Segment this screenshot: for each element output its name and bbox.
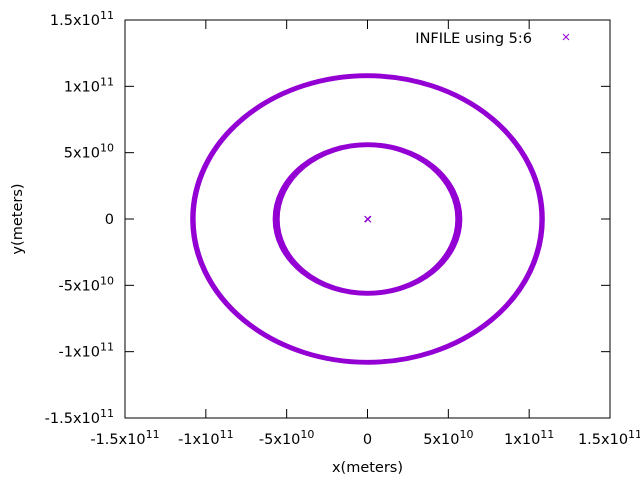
x-tick-mantissa: -5x10: [259, 432, 301, 448]
x-tick-exponent: 11: [540, 428, 554, 441]
x-tick-label: 1x1011: [504, 428, 554, 448]
x-tick-labels: -1.5x1011 -1x1011 -5x1010 0 5x1010 1x1011 1.5x…: [90, 428, 640, 448]
y-tick-label: 1.5x1011: [50, 9, 114, 29]
y-tick-exponent: 11: [100, 407, 114, 420]
x-tick-exponent: 10: [459, 428, 473, 441]
x-tick-label: 1.5x1011: [578, 428, 640, 448]
x-tick-label: 5x1010: [423, 428, 473, 448]
central-point: [364, 215, 372, 223]
y-tick-mantissa: -1.5x10: [45, 411, 100, 427]
y-tick-label: -1.5x1011: [45, 407, 114, 427]
y-tick-label: -5x1010: [59, 274, 115, 294]
y-tick-mantissa: -5x10: [59, 278, 101, 294]
x-tick-exponent: 10: [300, 428, 314, 441]
y-tick-label: 5x1010: [64, 142, 114, 162]
y-axis-label: y(meters): [10, 183, 26, 254]
x-tick-label: -1.5x1011: [90, 428, 159, 448]
legend-cross: [562, 33, 570, 41]
y-tick-exponent: 11: [100, 75, 114, 88]
x-tick-label: 0: [363, 432, 372, 448]
y-tick-mantissa: 1.5x10: [50, 13, 100, 29]
x-tick-mantissa: -1.5x10: [90, 432, 145, 448]
y-tick-label: 1x1011: [64, 75, 114, 95]
y-tick-mantissa: 0: [105, 212, 114, 228]
x-tick-mantissa: 5x10: [423, 432, 459, 448]
x-tick-mantissa: -1x10: [178, 432, 220, 448]
legend: INFILE using 5:6: [415, 31, 570, 47]
x-tick-exponent: 11: [146, 428, 160, 441]
orbit-1: [190, 73, 545, 365]
y-tick-exponent: 11: [100, 341, 114, 354]
legend-entry-label: INFILE using 5:6: [415, 31, 532, 47]
x-tick-exponent: 11: [220, 428, 234, 441]
y-tick-exponent: 10: [100, 142, 114, 155]
x-tick-label: -1x1011: [178, 428, 234, 448]
y-tick-mantissa: 5x10: [64, 146, 100, 162]
x-tick-label: -5x1010: [259, 428, 315, 448]
y-tick-exponent: 10: [100, 274, 114, 287]
y-tick-labels: 1.5x10111x10115x10100-5x1010-1x1011-1.5x…: [45, 9, 114, 427]
y-tick-mantissa: -1x10: [59, 345, 101, 361]
y-tick-label: -1x1011: [59, 341, 115, 361]
central-body-points: [364, 215, 372, 223]
legend-marker: [562, 33, 570, 41]
x-tick-mantissa: 0: [363, 432, 372, 448]
plot-frame: [124, 19, 611, 419]
x-tick-mantissa: 1.5x10: [578, 432, 628, 448]
y-tick-exponent: 11: [100, 9, 114, 22]
x-tick-exponent: 11: [628, 428, 640, 441]
orbit-2: [272, 142, 463, 296]
orbit-track: [190, 73, 545, 365]
y-tick-mantissa: 1x10: [64, 79, 100, 95]
y-tick-label: 0: [105, 212, 114, 228]
x-axis-label: x(meters): [332, 460, 403, 476]
x-tick-mantissa: 1x10: [504, 432, 540, 448]
orbit-track: [272, 142, 463, 296]
orbit-points: [190, 73, 545, 365]
